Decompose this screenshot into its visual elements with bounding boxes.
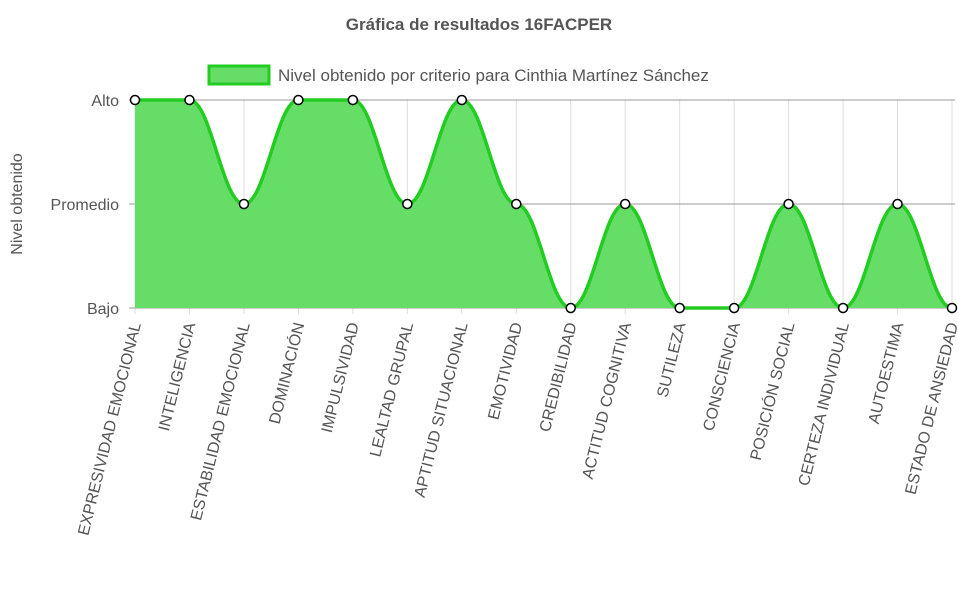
x-tick-label: CONSCIENCIA bbox=[701, 321, 744, 433]
x-tick-label: EMOTIVIDAD bbox=[486, 321, 527, 422]
data-point[interactable] bbox=[129, 94, 141, 106]
x-tick-label: AUTOESTIMA bbox=[866, 321, 908, 426]
series-area-fill bbox=[135, 100, 952, 308]
x-tick-label: SUTILEZA bbox=[655, 321, 690, 400]
x-tick-label: POSICIÓN SOCIAL bbox=[746, 320, 799, 462]
x-tick-label: DOMINACIÓN bbox=[265, 320, 309, 426]
x-tick-label: CERTEZA INDIVIDUAL bbox=[796, 321, 853, 488]
y-ticks: Bajo Promedio Alto bbox=[51, 93, 120, 318]
data-point[interactable] bbox=[837, 302, 849, 314]
data-point[interactable] bbox=[619, 198, 631, 210]
x-tick-label: LEALTAD GRUPAL bbox=[367, 321, 417, 459]
data-point[interactable] bbox=[892, 198, 903, 210]
data-point[interactable] bbox=[946, 302, 958, 314]
x-tick-label: CREDIBILIDAD bbox=[537, 321, 581, 434]
y-tick-label: Bajo bbox=[87, 301, 119, 318]
series-line bbox=[135, 98, 953, 310]
data-point[interactable] bbox=[293, 94, 304, 106]
x-ticks: EXPRESIVIDAD EMOCIONAL INTELIGENCIAESTABI… bbox=[75, 320, 958, 537]
data-points bbox=[129, 94, 958, 314]
x-tick-label: INTELIGENCIA bbox=[156, 321, 199, 433]
series-area bbox=[135, 98, 953, 310]
data-point[interactable] bbox=[456, 94, 468, 106]
data-point[interactable] bbox=[674, 302, 685, 314]
legend-label: Nivel obtenido por criterio para Cinthia… bbox=[278, 66, 709, 85]
x-tick-label: ACTITUD COGNITIVA bbox=[580, 321, 635, 481]
y-tick-label: Promedio bbox=[51, 197, 120, 214]
data-point[interactable] bbox=[565, 302, 576, 314]
chart-title: Gráfica de resultados 16FACPER bbox=[346, 15, 612, 34]
data-point[interactable] bbox=[728, 302, 740, 314]
x-tick-label: IMPULSIVIDAD bbox=[319, 321, 363, 435]
data-point[interactable] bbox=[347, 94, 359, 106]
data-point[interactable] bbox=[511, 198, 522, 210]
legend[interactable]: Nivel obtenido por criterio para Cinthia… bbox=[207, 64, 709, 86]
legend-swatch bbox=[207, 64, 271, 86]
x-tick-label: ESTABILIDAD EMOCIONAL bbox=[188, 321, 254, 522]
x-tick-label: EXPRESIVIDAD EMOCIONAL bbox=[75, 321, 144, 537]
data-point[interactable] bbox=[184, 94, 195, 106]
y-axis-label: Nivel obtenido bbox=[9, 153, 26, 255]
data-point[interactable] bbox=[402, 198, 413, 210]
x-tick-label: APTITUD SITUACIONAL bbox=[412, 321, 472, 499]
data-point[interactable] bbox=[238, 198, 250, 210]
x-tick-label: ESTADO DE ANSIEDAD bbox=[903, 321, 958, 497]
y-tick-label: Alto bbox=[91, 93, 119, 110]
data-point[interactable] bbox=[783, 198, 794, 210]
